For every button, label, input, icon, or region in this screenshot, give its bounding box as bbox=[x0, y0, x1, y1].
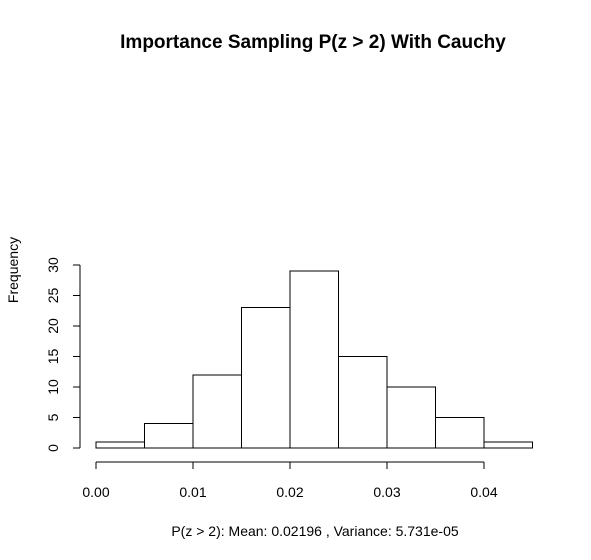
y-tick-label-6: 30 bbox=[45, 257, 61, 273]
x-tick-label-1: 0.01 bbox=[179, 484, 206, 500]
x-tick-label-3: 0.03 bbox=[373, 484, 400, 500]
x-tick-label-2: 0.02 bbox=[276, 484, 303, 500]
y-tick-label-2: 10 bbox=[45, 379, 61, 395]
histogram-bar-9 bbox=[483, 441, 533, 449]
histogram-bar-4 bbox=[241, 307, 291, 449]
y-tick-label-1: 5 bbox=[45, 413, 61, 421]
y-axis-label: Frequency bbox=[5, 237, 21, 303]
histogram-bar-3 bbox=[192, 374, 242, 449]
histogram-bars bbox=[95, 270, 533, 449]
x-axis: 0.00 0.01 0.02 0.03 0.04 bbox=[82, 461, 498, 500]
x-tick-label-0: 0.00 bbox=[82, 484, 109, 500]
histogram-bar-5 bbox=[289, 270, 339, 449]
histogram-bar-6 bbox=[338, 356, 388, 449]
y-tick-label-5: 25 bbox=[45, 288, 61, 304]
x-axis-label: P(z > 2): Mean: 0.02196 , Variance: 5.73… bbox=[171, 523, 459, 539]
histogram-bar-7 bbox=[386, 386, 436, 449]
y-axis: 0 5 10 15 20 25 30 bbox=[45, 257, 81, 452]
y-tick-label-4: 20 bbox=[45, 318, 61, 334]
x-tick-label-4: 0.04 bbox=[470, 484, 497, 500]
histogram-bar-2 bbox=[144, 423, 194, 449]
histogram-bar-1 bbox=[95, 441, 145, 449]
y-tick-label-0: 0 bbox=[45, 444, 61, 452]
histogram-bar-8 bbox=[435, 417, 485, 449]
chart-title: Importance Sampling P(z > 2) With Cauchy bbox=[120, 32, 506, 53]
y-tick-label-3: 15 bbox=[45, 349, 61, 365]
